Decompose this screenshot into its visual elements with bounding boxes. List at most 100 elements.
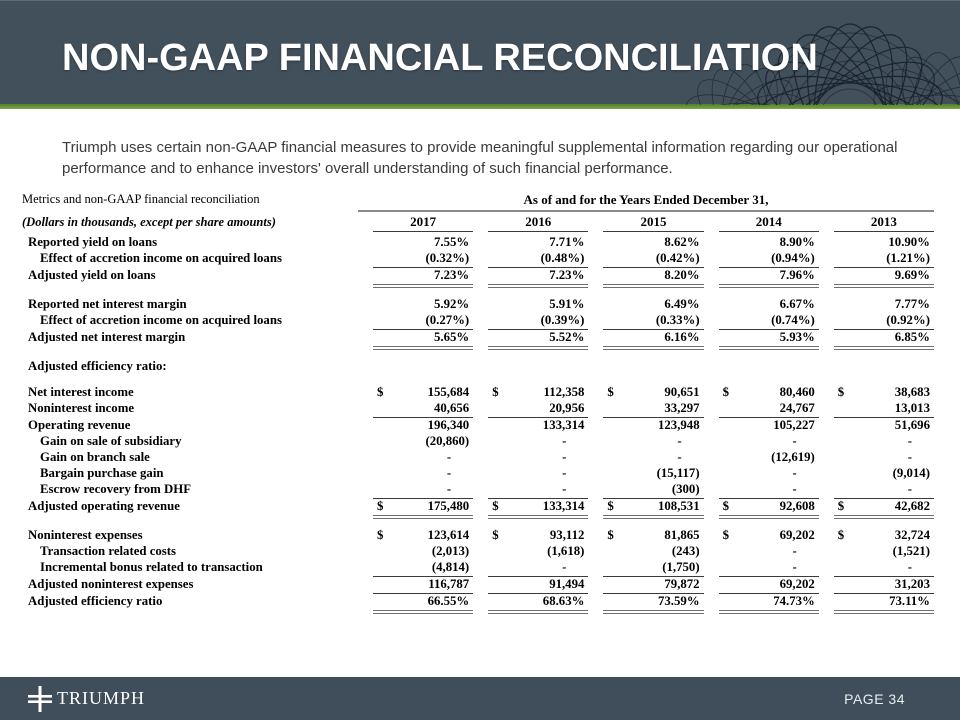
dollar-sign: $ bbox=[722, 528, 729, 542]
value-cell: 7.96% bbox=[718, 268, 819, 288]
table-row: Adjusted net interest margin 5.65% 5.52% 6.… bbox=[22, 330, 934, 350]
cell-value: - bbox=[562, 450, 567, 464]
value-cell: $81,865 bbox=[603, 528, 703, 544]
cell-value: - bbox=[562, 560, 567, 574]
cell-value: (0.33%) bbox=[655, 313, 700, 327]
years-spanner: As of and for the Years Ended December 3… bbox=[358, 192, 934, 212]
value-cell: 5.65% bbox=[373, 330, 474, 350]
cell-value: 105,227 bbox=[773, 418, 815, 432]
cell-value: 7.77% bbox=[894, 297, 930, 311]
cell-value: 7.55% bbox=[433, 235, 470, 249]
value-cell bbox=[488, 370, 588, 385]
cell-value: - bbox=[792, 434, 797, 448]
row-label: Escrow recovery from DHF bbox=[40, 482, 192, 496]
table-row: Bargain purchase gain - - (15,117) - (9,014) bbox=[22, 466, 934, 482]
cell-value: 51,696 bbox=[894, 418, 930, 432]
cell-value: - bbox=[792, 560, 797, 574]
dollar-sign: $ bbox=[837, 528, 845, 542]
cell-value: 123,614 bbox=[427, 528, 470, 542]
cell-value: - bbox=[792, 466, 797, 480]
dollar-sign: $ bbox=[492, 385, 499, 399]
row-label: Adjusted net interest margin bbox=[28, 330, 186, 344]
years-header-area: As of and for the Years Ended December 3… bbox=[358, 192, 934, 232]
row-label: Bargain purchase gain bbox=[40, 466, 164, 480]
value-cell: $112,358 bbox=[488, 385, 588, 401]
value-cell: 79,872 bbox=[603, 577, 704, 594]
table-header: Metrics and non-GAAP financial reconcili… bbox=[22, 192, 934, 232]
cell-value: 5.91% bbox=[549, 297, 585, 311]
value-cell: 6.49% bbox=[603, 297, 703, 313]
intro-text: Triumph uses certain non-GAAP financial … bbox=[62, 139, 898, 178]
value-cell: 7.77% bbox=[834, 297, 934, 313]
cell-value: 133,314 bbox=[542, 499, 585, 513]
cell-value: 42,682 bbox=[894, 499, 930, 513]
value-cell: (1,750) bbox=[603, 560, 704, 577]
table-units-note: (Dollars in thousands, except per share … bbox=[22, 215, 276, 229]
value-cell: - bbox=[719, 544, 819, 560]
value-cell: - bbox=[488, 560, 589, 577]
value-cell: 196,340 bbox=[373, 418, 473, 434]
value-cell: (20,860) bbox=[373, 434, 473, 450]
cell-value: 74.73% bbox=[773, 594, 815, 608]
table-row: Reported net interest margin 5.92% 5.91% 6.… bbox=[22, 297, 934, 313]
dollar-sign: $ bbox=[492, 528, 499, 542]
brand: TRIUMPH bbox=[28, 685, 145, 712]
dollar-sign: $ bbox=[377, 528, 384, 542]
cell-value: - bbox=[446, 450, 452, 464]
value-cell: 68.63% bbox=[488, 594, 589, 614]
value-cell: 74.73% bbox=[718, 594, 819, 614]
value-cell: 31,203 bbox=[833, 577, 934, 594]
row-label: Gain on branch sale bbox=[40, 450, 150, 464]
row-label: Adjusted efficiency ratio bbox=[28, 594, 163, 608]
table-row: Adjusted noninterest expenses 116,787 91,4… bbox=[22, 577, 934, 594]
value-cell: (0.94%) bbox=[718, 251, 819, 268]
cell-value: - bbox=[446, 482, 452, 496]
row-label: Reported yield on loans bbox=[28, 235, 158, 249]
cell-value: (4,814) bbox=[431, 560, 470, 574]
row-label: Reported net interest margin bbox=[28, 297, 187, 311]
value-cell: - bbox=[719, 434, 819, 450]
cell-value: (12,619) bbox=[771, 450, 815, 464]
value-cell: $123,614 bbox=[373, 528, 473, 544]
value-cell: - bbox=[834, 434, 934, 450]
cell-value: 40,656 bbox=[433, 401, 470, 415]
cell-value: - bbox=[907, 434, 912, 448]
value-cell: 8.20% bbox=[603, 268, 704, 288]
value-cell: - bbox=[488, 450, 588, 466]
cell-value: (1.21%) bbox=[886, 251, 930, 265]
value-cell: (9,014) bbox=[834, 466, 934, 482]
value-cell: 5.91% bbox=[488, 297, 588, 313]
cell-value: 7.96% bbox=[779, 268, 815, 282]
cell-value: 5.52% bbox=[549, 330, 585, 344]
value-cell bbox=[834, 370, 934, 385]
value-cell: (300) bbox=[603, 482, 704, 499]
cell-value: (243) bbox=[671, 544, 700, 558]
value-cell: (0.42%) bbox=[603, 251, 704, 268]
value-cell: - bbox=[719, 466, 819, 482]
year-header: 2016 bbox=[488, 212, 589, 232]
cell-value: 5.93% bbox=[779, 330, 815, 344]
table-row: Transaction related costs (2,013) (1,618) (… bbox=[22, 544, 934, 560]
value-cell: 9.69% bbox=[833, 268, 934, 288]
value-cell: 5.93% bbox=[718, 330, 819, 350]
section-spacer bbox=[22, 350, 934, 359]
table-body: Reported yield on loans 7.55% 7.71% 8.62% 8.… bbox=[22, 235, 934, 614]
value-cell: - bbox=[373, 466, 473, 482]
value-cell: (1.21%) bbox=[833, 251, 934, 268]
cell-value: 8.62% bbox=[664, 235, 700, 249]
cell-value: 66.55% bbox=[427, 594, 470, 608]
value-cell: 40,656 bbox=[373, 401, 474, 418]
cell-value: - bbox=[907, 560, 912, 574]
cell-value: (0.32%) bbox=[425, 251, 470, 265]
cell-value: (0.48%) bbox=[540, 251, 585, 265]
cell-value: (1,750) bbox=[662, 560, 700, 574]
value-cell: 91,494 bbox=[488, 577, 589, 594]
table-row: Noninterest expenses $123,614 $93,112 $81,8… bbox=[22, 528, 934, 544]
value-cell: $108,531 bbox=[603, 499, 704, 519]
cell-value: - bbox=[446, 466, 452, 480]
cell-value: 8.20% bbox=[664, 268, 700, 282]
year-header: 2017 bbox=[373, 212, 474, 232]
cell-value: - bbox=[907, 482, 912, 496]
value-cell: - bbox=[718, 560, 819, 577]
value-cell: (1,521) bbox=[834, 544, 934, 560]
